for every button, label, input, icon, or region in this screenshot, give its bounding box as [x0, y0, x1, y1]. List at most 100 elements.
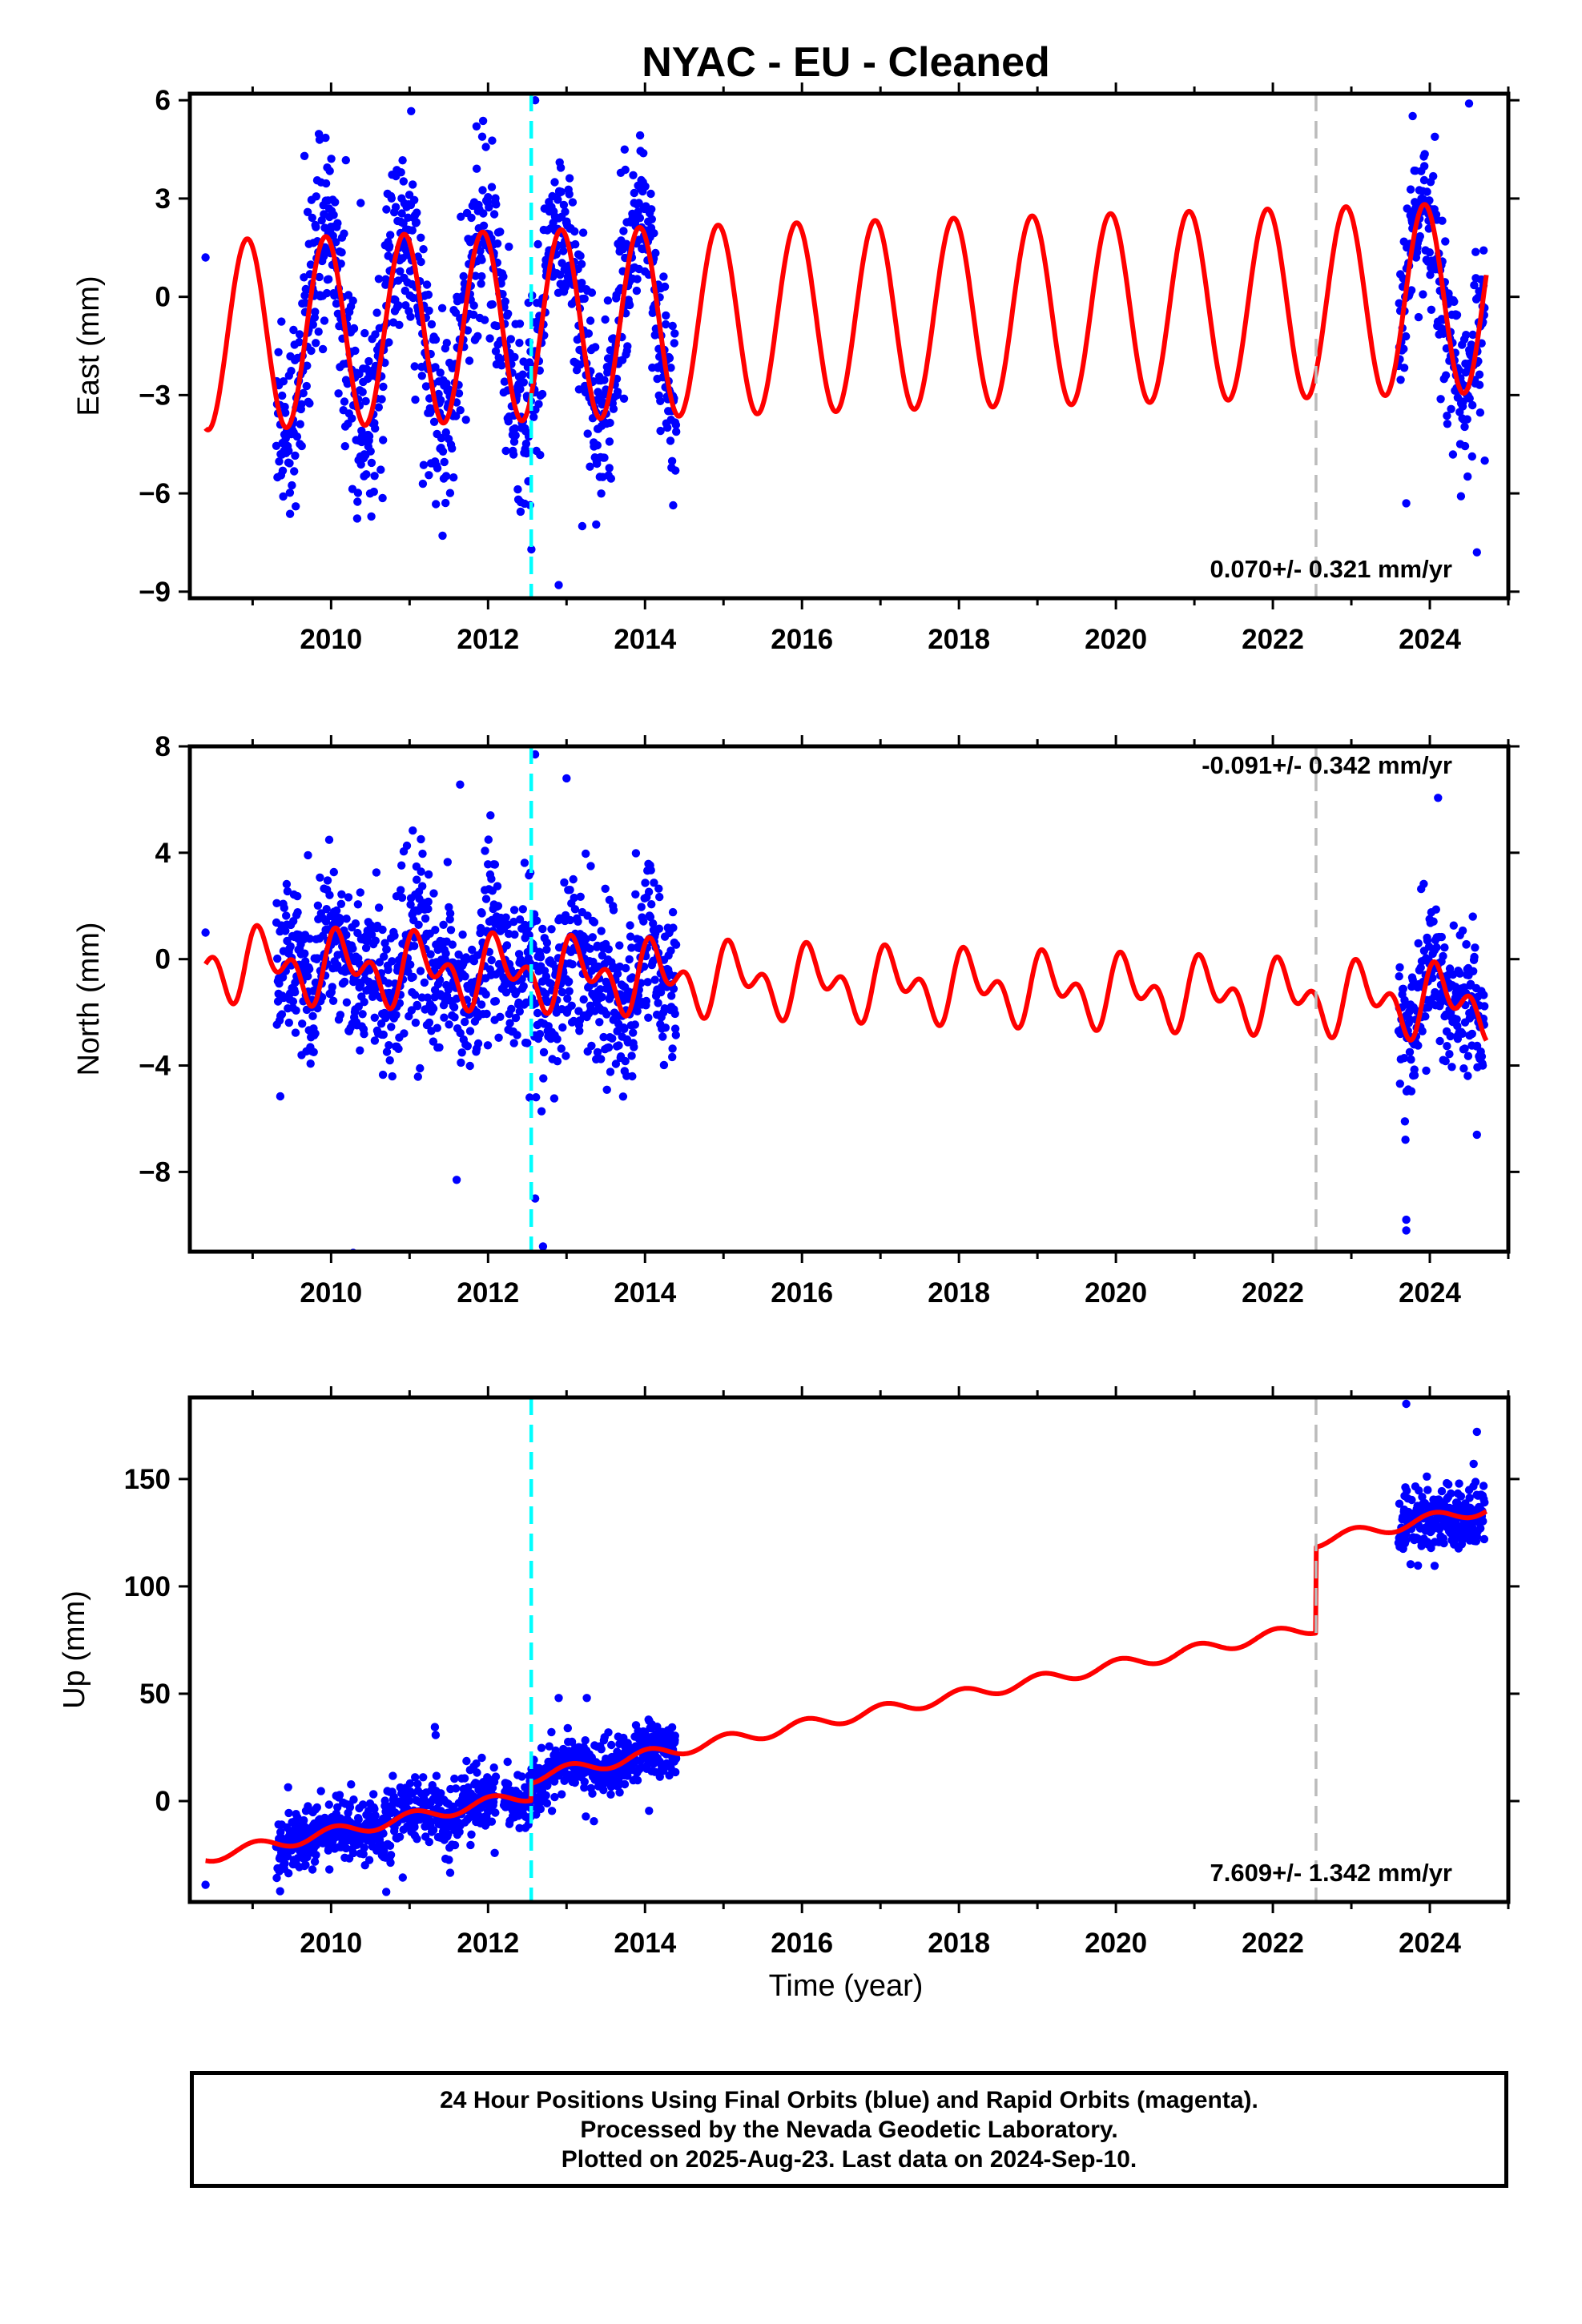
data-point [305, 935, 314, 943]
data-point [443, 858, 452, 866]
data-point [479, 209, 488, 218]
data-point [282, 911, 291, 920]
data-point [322, 905, 331, 914]
data-point [539, 1074, 548, 1083]
data-point [429, 889, 438, 898]
data-point [438, 447, 448, 456]
data-point [469, 310, 478, 320]
data-point [289, 325, 298, 335]
data-point [586, 862, 595, 870]
x-tick-label: 2024 [1399, 1928, 1461, 1959]
data-point [621, 1056, 630, 1066]
data-point [671, 420, 681, 429]
y-tick-label: 8 [155, 731, 171, 762]
x-tick-label: 2014 [614, 1277, 676, 1309]
plot-area-up [201, 1397, 1489, 1902]
data-point [575, 1027, 584, 1035]
data-point [394, 301, 403, 310]
data-point [641, 182, 650, 191]
data-point [478, 116, 488, 126]
data-point [371, 1811, 380, 1820]
data-point [1396, 376, 1405, 384]
data-point [398, 156, 407, 165]
data-point [614, 1041, 623, 1050]
data-point [515, 915, 525, 924]
data-point [1423, 1472, 1431, 1482]
data-point [671, 940, 681, 949]
data-point [1402, 332, 1411, 341]
data-point [483, 1041, 493, 1050]
data-point [635, 214, 645, 223]
data-point [561, 207, 570, 216]
data-point [361, 943, 371, 953]
data-point [457, 212, 465, 221]
data-point [491, 347, 501, 356]
data-point [356, 199, 365, 207]
data-point [550, 1792, 559, 1802]
data-point [582, 849, 590, 858]
data-point [1458, 1029, 1467, 1039]
y-tick-label: 0 [155, 1786, 171, 1817]
model-curve-north [203, 923, 1489, 1043]
data-point [444, 1830, 453, 1839]
data-point [510, 930, 519, 939]
data-point [421, 914, 430, 923]
data-point [378, 925, 387, 935]
data-point [1479, 1534, 1489, 1544]
data-point [385, 1841, 395, 1850]
data-point [390, 931, 399, 940]
data-point [440, 457, 449, 467]
data-point [1459, 397, 1467, 406]
data-point [633, 1007, 642, 1016]
data-point [619, 394, 629, 403]
data-point [454, 389, 464, 398]
data-point [566, 886, 574, 895]
data-point [542, 939, 552, 947]
data-point [284, 1808, 293, 1818]
data-point [295, 330, 304, 339]
data-point [558, 1023, 567, 1032]
data-point [650, 975, 659, 984]
rate-annotation-east: 0.070+/- 0.321 mm/yr [1210, 555, 1452, 583]
data-point [386, 1851, 396, 1860]
data-point [282, 879, 292, 889]
data-point [595, 1018, 604, 1027]
data-point [385, 242, 394, 251]
data-point [378, 493, 387, 503]
data-point [327, 155, 336, 163]
data-point [670, 329, 679, 338]
outlier-point [201, 253, 210, 262]
data-point [388, 957, 397, 966]
data-point [604, 1728, 613, 1737]
data-point [344, 893, 353, 902]
data-point [583, 429, 592, 438]
data-point [341, 155, 350, 165]
data-point [348, 1848, 358, 1858]
data-point [625, 955, 634, 964]
data-point [558, 259, 566, 267]
data-point [336, 1011, 345, 1019]
data-point [308, 213, 316, 223]
data-point [666, 364, 675, 372]
data-point [1423, 187, 1431, 196]
data-point [582, 935, 590, 943]
data-point [588, 933, 597, 942]
data-point [458, 930, 467, 939]
data-point [600, 453, 609, 462]
data-point [663, 423, 672, 432]
data-point [1435, 1036, 1444, 1046]
y-tick-label: 0 [155, 282, 171, 313]
data-point [670, 1009, 679, 1019]
data-point [481, 143, 490, 151]
data-point [382, 1888, 391, 1896]
data-point [410, 991, 420, 999]
data-point [661, 1023, 670, 1032]
panel-north: 2010 2012 2014 2016 2018 2020 2022 2024 −8 −4 0 4 8 N… [72, 731, 1520, 1309]
data-point [1459, 1064, 1468, 1073]
data-point [384, 979, 393, 988]
data-point [1443, 412, 1451, 420]
data-point [490, 860, 500, 869]
data-point [372, 868, 381, 877]
data-point [537, 1107, 546, 1116]
